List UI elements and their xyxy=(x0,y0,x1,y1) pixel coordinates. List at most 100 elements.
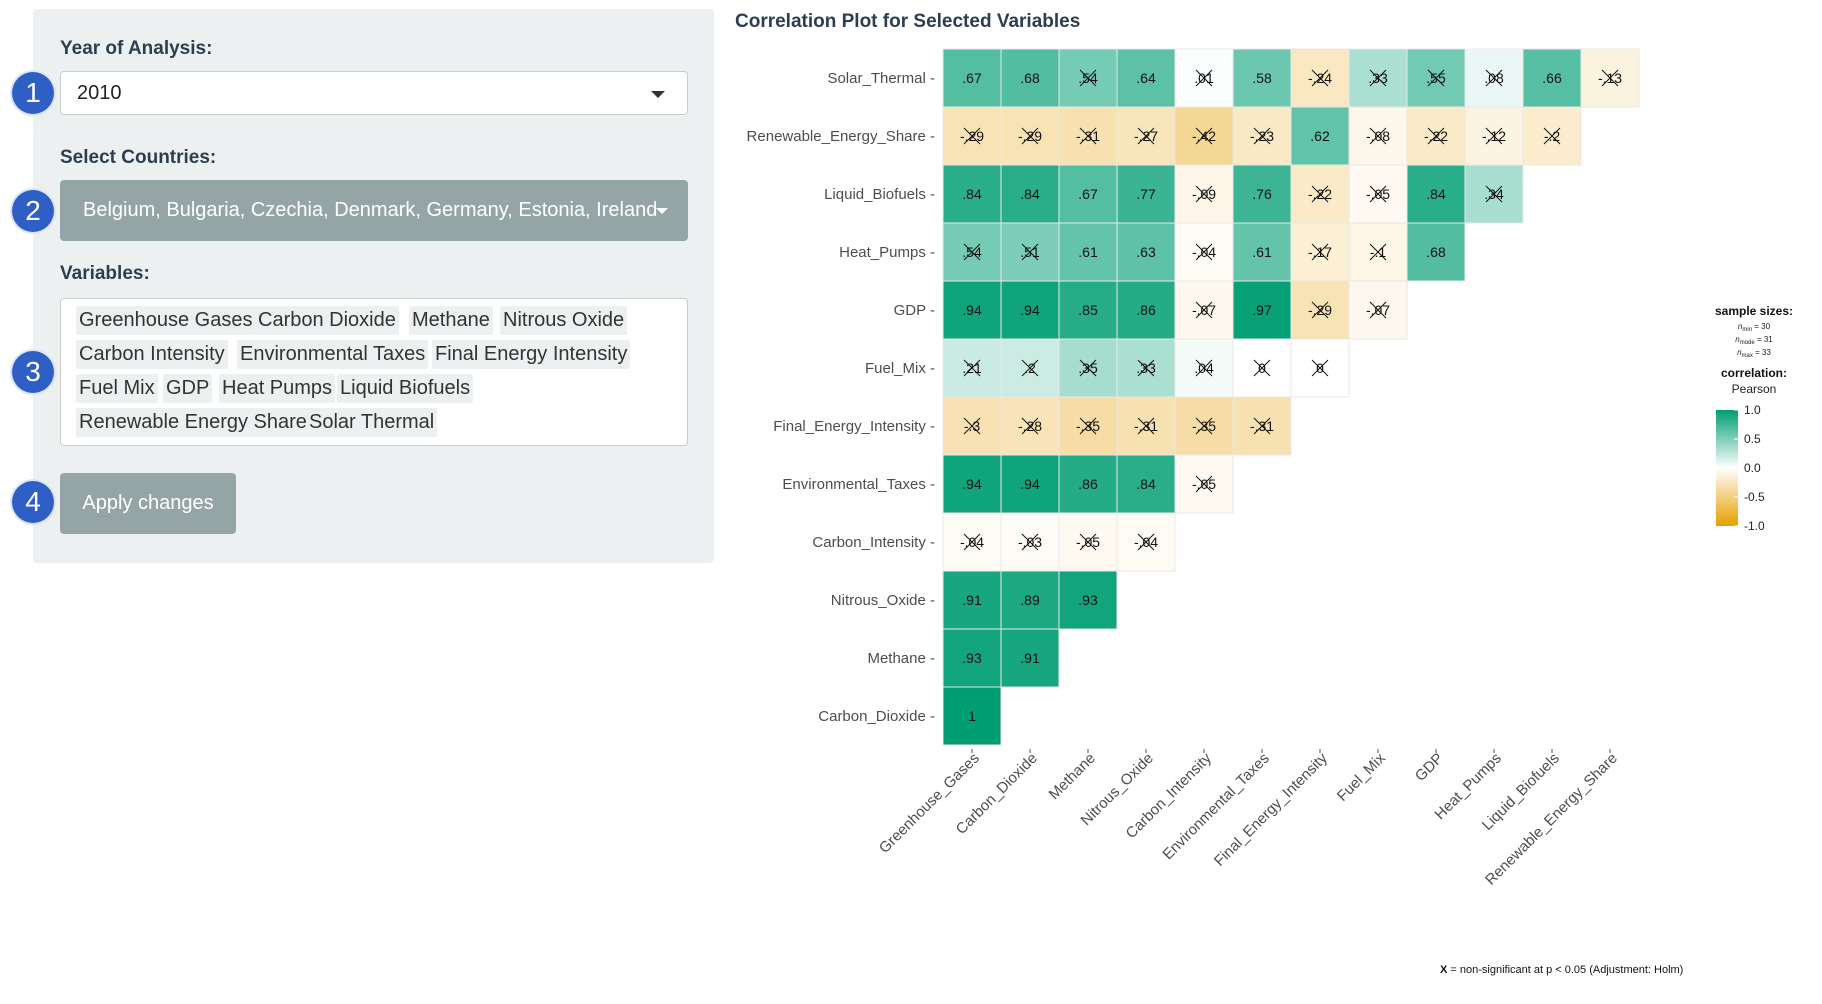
y-axis-label: Environmental_Taxes - xyxy=(782,476,935,493)
countries-dropdown-value: Belgium, Bulgaria, Czechia, Denmark, Ger… xyxy=(83,199,658,221)
nonsig-cross-mark xyxy=(1195,185,1213,203)
step-badge-4: 4 xyxy=(12,481,54,523)
y-axis-label: Fuel_Mix - xyxy=(865,360,935,377)
cell-value-label: .61 xyxy=(1252,244,1272,260)
step-badge-3: 3 xyxy=(12,351,54,393)
cell-value-label: .76 xyxy=(1252,186,1272,202)
heatmap-cell xyxy=(1058,222,1118,282)
heatmap-cell xyxy=(1406,222,1466,282)
cell-value-label: .91 xyxy=(962,592,982,608)
heatmap-cell xyxy=(942,454,1002,514)
variable-chip[interactable]: Carbon Dioxide xyxy=(255,306,399,335)
variable-chip[interactable]: Nitrous Oxide xyxy=(500,306,628,335)
cell-value-label: 1 xyxy=(968,708,976,724)
cell-value-label: .77 xyxy=(1136,186,1156,202)
variable-chip[interactable]: Methane xyxy=(409,306,493,335)
nonsig-cross-mark xyxy=(1021,127,1039,145)
heatmap-cell xyxy=(1000,454,1060,514)
heatmap-cell xyxy=(942,280,1002,340)
legend-tick-label: 0.0 xyxy=(1744,461,1761,475)
variable-chip[interactable]: Greenhouse Gases xyxy=(76,306,256,335)
cell-value-label: .91 xyxy=(1020,650,1040,666)
legend-n-max: nmax = 33 xyxy=(1737,348,1771,359)
variable-chip[interactable]: Renewable Energy Share xyxy=(76,408,310,437)
variable-chip[interactable]: Liquid Biofuels xyxy=(337,374,474,403)
heatmap-cell xyxy=(1058,280,1118,340)
nonsig-cross-mark xyxy=(1195,417,1213,435)
nonsig-cross-mark xyxy=(963,127,981,145)
nonsig-cross-mark xyxy=(1311,359,1329,377)
legend-tick-label: -0.5 xyxy=(1744,490,1765,504)
cell-value-label: .84 xyxy=(1426,186,1446,202)
cell-value-label: .85 xyxy=(1078,302,1098,318)
cell-value-label: .67 xyxy=(962,70,982,86)
nonsig-cross-mark xyxy=(1079,417,1097,435)
apply-changes-button[interactable]: Apply changes xyxy=(60,473,236,534)
cell-value-label: .89 xyxy=(1020,592,1040,608)
cell-value-label: .84 xyxy=(962,186,982,202)
nonsig-cross-mark xyxy=(1195,69,1213,87)
cell-value-label: .94 xyxy=(1020,476,1040,492)
x-axis-label: GDP xyxy=(1412,750,1447,785)
x-axis-label: Environmental_Taxes xyxy=(1159,750,1272,863)
nonsig-cross-mark xyxy=(963,417,981,435)
heatmap-cell xyxy=(1000,48,1060,108)
heatmap-cell xyxy=(1232,164,1292,224)
x-axis-label: Final_Energy_Intensity xyxy=(1211,749,1331,869)
cell-value-label: .66 xyxy=(1542,70,1562,86)
nonsig-cross-mark xyxy=(1195,301,1213,319)
y-axis-label: GDP - xyxy=(894,302,935,319)
legend-tick-label: 0.5 xyxy=(1744,432,1761,446)
variable-chip[interactable]: Fuel Mix xyxy=(76,374,158,403)
x-axis-label: Fuel_Mix xyxy=(1334,749,1389,804)
cell-value-label: .67 xyxy=(1078,186,1098,202)
x-axis-label: Greenhouse_Gases xyxy=(876,750,983,857)
heatmap-cell xyxy=(1058,570,1118,630)
legend-correlation-title: correlation: xyxy=(1721,366,1787,380)
variables-input[interactable]: Greenhouse Gases Carbon Dioxide Methane … xyxy=(60,298,688,446)
nonsig-cross-mark xyxy=(1369,301,1387,319)
nonsig-cross-mark xyxy=(1021,533,1039,551)
nonsig-cross-mark xyxy=(1137,127,1155,145)
y-axis-label: Methane - xyxy=(867,650,935,667)
variable-chip[interactable]: Solar Thermal xyxy=(306,408,438,437)
legend-colorbar xyxy=(1716,410,1738,526)
countries-dropdown-button[interactable]: Belgium, Bulgaria, Czechia, Denmark, Ger… xyxy=(60,180,688,241)
variable-chip[interactable]: GDP xyxy=(163,374,213,403)
cell-value-label: .86 xyxy=(1136,302,1156,318)
nonsig-cross-mark xyxy=(1195,359,1213,377)
year-label: Year of Analysis: xyxy=(60,38,213,59)
year-select[interactable]: 2010 xyxy=(60,71,688,115)
legend-correlation-type: Pearson xyxy=(1732,382,1777,396)
y-axis-label: Carbon_Intensity - xyxy=(812,534,935,551)
nonsig-cross-mark xyxy=(1485,127,1503,145)
nonsig-cross-mark xyxy=(1253,127,1271,145)
cell-value-label: .84 xyxy=(1136,476,1156,492)
plot-title: Correlation Plot for Selected Variables xyxy=(735,11,1081,32)
legend-n-mode: nmode = 31 xyxy=(1735,335,1773,346)
cell-value-label: .94 xyxy=(962,302,982,318)
nonsig-cross-mark xyxy=(1253,417,1271,435)
nonsig-cross-mark xyxy=(1369,127,1387,145)
nonsig-cross-mark xyxy=(1195,243,1213,261)
variable-chip[interactable]: Heat Pumps xyxy=(219,374,336,403)
nonsig-cross-mark xyxy=(1543,127,1561,145)
nonsig-cross-mark xyxy=(1427,127,1445,145)
nonsig-cross-mark xyxy=(963,533,981,551)
nonsig-cross-mark xyxy=(1601,69,1619,87)
y-axis-label: Nitrous_Oxide - xyxy=(831,592,935,609)
cell-value-label: .86 xyxy=(1078,476,1098,492)
variable-chip[interactable]: Environmental Taxes xyxy=(237,340,429,369)
variable-chip[interactable]: Carbon Intensity xyxy=(76,340,228,369)
step-badge-1: 1 xyxy=(12,72,54,114)
cell-value-label: .94 xyxy=(1020,302,1040,318)
nonsig-cross-mark xyxy=(1021,359,1039,377)
heatmap-cell xyxy=(1116,280,1176,340)
heatmap-cell xyxy=(1000,628,1060,688)
cell-value-label: .93 xyxy=(1078,592,1098,608)
nonsig-cross-mark xyxy=(1369,243,1387,261)
nonsig-cross-mark xyxy=(1311,243,1329,261)
variable-chip[interactable]: Final Energy Intensity xyxy=(432,340,631,369)
nonsig-cross-mark xyxy=(1137,417,1155,435)
heatmap-cell xyxy=(1580,48,1640,108)
